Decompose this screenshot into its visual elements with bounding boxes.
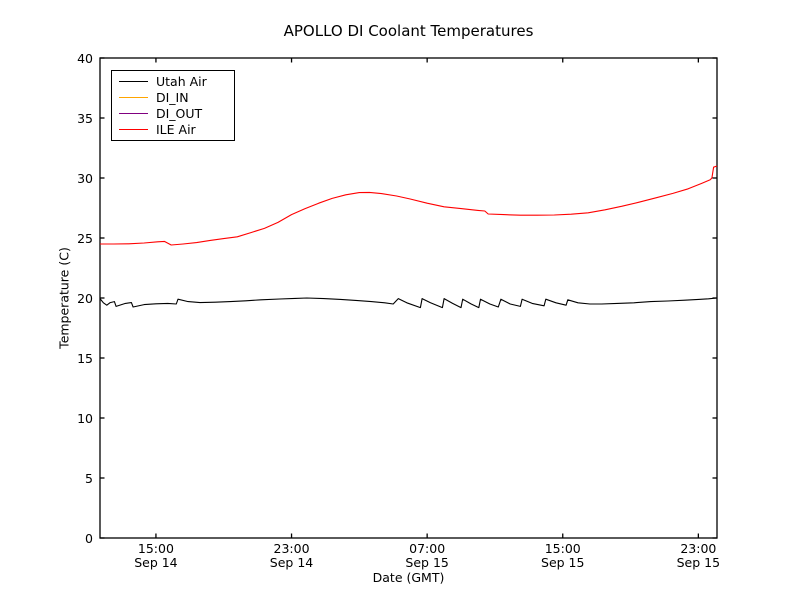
x-tick-label: 23:00 Sep 14 xyxy=(247,542,337,569)
x-tick-date: Sep 15 xyxy=(405,554,449,570)
x-tick-time: 23:00 xyxy=(273,541,310,556)
legend-line-sample xyxy=(119,97,148,99)
x-tick-date: Sep 14 xyxy=(269,554,314,570)
y-tick-label: 15 xyxy=(77,350,93,366)
x-tick-time: 15:00 xyxy=(544,541,581,556)
x-tick-label: 23:00 Sep 15 xyxy=(653,542,743,569)
chart-title: APOLLO DI Coolant Temperatures xyxy=(283,22,534,40)
x-tick-date: Sep 15 xyxy=(676,554,721,570)
legend-line-sample xyxy=(119,128,148,130)
legend-line-sample xyxy=(119,112,148,114)
x-tick-time: 15:00 xyxy=(137,541,174,556)
y-tick-label: 20 xyxy=(77,290,93,306)
x-tick-label: 07:00 Sep 15 xyxy=(382,542,472,569)
y-tick-label: 25 xyxy=(77,230,93,246)
x-tick-label: 15:00 Sep 14 xyxy=(111,542,201,569)
legend-label: ILE Air xyxy=(156,121,196,137)
x-tick-time: 07:00 xyxy=(409,541,446,556)
x-tick-time: 23:00 xyxy=(680,541,717,556)
x-tick-label: 15:00 Sep 15 xyxy=(518,542,608,569)
y-tick-label: 35 xyxy=(77,110,93,126)
x-tick-date: Sep 14 xyxy=(134,554,178,570)
series-line-ile-air xyxy=(100,165,718,246)
y-tick-label: 30 xyxy=(77,170,93,186)
y-tick-label: 10 xyxy=(77,410,93,426)
legend-item: Utah Air xyxy=(119,74,227,90)
legend-line-sample xyxy=(119,81,148,83)
x-tick-date: Sep 15 xyxy=(541,554,585,570)
legend-item: ILE Air xyxy=(119,121,227,137)
y-tick-label: 5 xyxy=(85,470,93,486)
legend-item: DI_OUT xyxy=(119,105,227,121)
legend: Utah Air DI_IN DI_OUT ILE Air xyxy=(111,70,235,141)
legend-label: DI_OUT xyxy=(156,105,203,121)
legend-label: DI_IN xyxy=(156,90,189,106)
y-tick-label: 0 xyxy=(85,530,93,546)
legend-item: DI_IN xyxy=(119,90,227,106)
series-line-utah-air xyxy=(99,297,718,309)
x-axis-label: Date (GMT) xyxy=(372,570,445,585)
y-tick-label: 40 xyxy=(77,50,93,66)
legend-label: Utah Air xyxy=(156,74,207,90)
